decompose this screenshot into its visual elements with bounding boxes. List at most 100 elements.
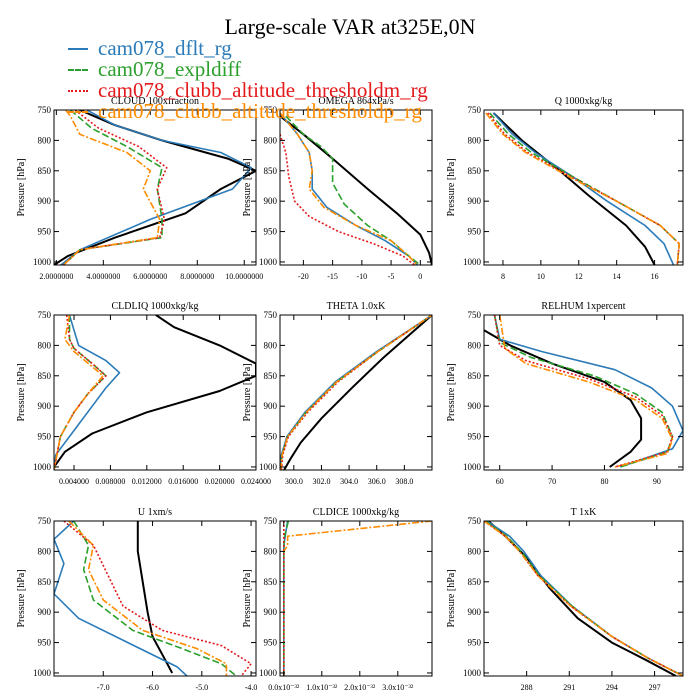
y-tick-label: 850 [468,577,482,587]
panel-series-group [485,112,681,265]
y-tick-label: 1000 [463,462,482,472]
x-tick-label: -4.0 [245,683,258,692]
series-line-cam078_dflt_rg [54,521,188,676]
y-tick-label: 800 [468,135,482,145]
panel-series-group [280,315,432,470]
y-tick-label: 800 [264,135,278,145]
y-tick-label: 900 [38,196,52,206]
y-tick-label: 800 [264,340,278,350]
y-tick-label: 750 [38,516,52,526]
series-line-cam078_clubb_altitude_thresholdp_rg [280,112,418,265]
x-tick-label: 0.012000 [132,477,162,486]
x-tick-label: 10 [537,272,545,281]
x-tick-label: 288 [521,683,533,692]
panel-title: CLDICE 1000xkg/kg [313,507,399,518]
panel-title: RELHUM 1xpercent [541,301,625,312]
x-tick-label: 1.0x10⁻³² [306,683,338,692]
x-tick-label: 70 [548,477,556,486]
series-line-obs [136,521,174,674]
panel-9: 750 800 850 900 950 1000 288 291 294 297 Pressure … [446,507,684,692]
x-tick-label: 10.0000000 [225,272,263,281]
series-line-cam078_clubb_altitude_thresholdm_rg [280,134,415,265]
series-line-cam078_dflt_rg [486,521,683,676]
series-line-cam078_clubb_altitude_thresholdp_rg [498,315,674,468]
x-tick-label: -5.0 [195,683,208,692]
panel-series-group [54,315,256,470]
series-line-cam078_clubb_altitude_thresholdm_rg [54,315,107,470]
panel-frame [483,314,684,471]
x-tick-label: 16 [651,272,659,281]
series-line-cam078_expldiff [73,521,237,676]
y-tick-label: 950 [38,638,52,648]
x-tick-label: 297 [649,683,661,692]
panel-series-group [282,521,432,676]
series-line-cam078_clubb_altitude_thresholdp_rg [280,315,432,470]
series-line-cam078_dflt_rg [60,110,253,265]
y-tick-label: 950 [468,227,482,237]
legend-label-thresholdp: cam078_clubb_altitude_thresholdp_rg [98,99,422,123]
x-tick-label: 302.0 [312,477,330,486]
y-axis-label: Pressure [hPa] [242,158,253,216]
y-tick-label: 850 [264,371,278,381]
y-tick-label: 750 [468,516,482,526]
panel-6: 750 800 850 900 950 1000 60 70 80 90 Pressure [hPa… [446,301,684,486]
legend-item-expldiff: cam078_expldiff [68,59,428,80]
y-axis-label: Pressure [hPa] [16,158,27,216]
series-line-cam078_expldiff [493,315,674,468]
x-tick-label: -7.0 [97,683,110,692]
y-tick-label: 800 [38,135,52,145]
series-line-cam078_clubb_altitude_thresholdm_rg [280,315,432,470]
y-tick-label: 850 [264,166,278,176]
x-tick-label: 0.0x10⁻³² [268,683,300,692]
panel-series-group [280,112,432,265]
y-tick-label: 800 [38,340,52,350]
x-tick-label: 90 [653,477,661,486]
x-tick-label: -20 [298,272,309,281]
series-line-cam078_dflt_rg [492,112,675,265]
series-line-obs [492,112,656,265]
panel-5: 750 800 850 900 950 1000 300.0 302.0 304.0 306.0 3… [242,301,433,486]
legend-label-expldiff: cam078_expldiff [98,57,242,81]
panel-3: 750 800 850 900 950 1000 8 10 12 14 16 Pressure [hP… [446,96,684,281]
panel-2: 750 800 850 900 950 1000 -20 -15 -10 -5 0 Pressure … [242,96,433,281]
legend-swatch-thresholdp [68,110,88,113]
panel-frame [53,314,257,471]
y-tick-label: 1000 [463,668,482,678]
x-tick-label: 294 [606,683,618,692]
y-axis-label: Pressure [hPa] [242,569,253,627]
series-line-cam078_clubb_altitude_thresholdp_rg [68,521,228,676]
x-tick-label: 4.0000000 [86,272,120,281]
x-tick-label: -10 [357,272,368,281]
panel-title: CLDLIQ 1000xkg/kg [112,301,199,312]
panel-4: 750 800 850 900 950 1000 0.004000 0.008000 0.012… [16,301,271,486]
series-line-obs [484,329,643,468]
series-line-cam078_clubb_altitude_thresholdp_rg [484,521,683,676]
series-line-cam078_clubb_altitude_thresholdp_rg [283,521,432,552]
panel-frame [279,109,433,266]
panel-frame [279,314,433,471]
x-tick-label: 6.0000000 [133,272,167,281]
y-tick-label: 900 [468,196,482,206]
legend-item-thresholdm: cam078_clubb_altitude_thresholdm_rg [68,80,428,101]
x-tick-label: 2.0000000 [39,272,73,281]
y-tick-label: 900 [468,401,482,411]
x-tick-label: 306.0 [368,477,386,486]
panel-title: CLOUD 100xfraction [111,96,199,107]
x-tick-label: 0.004000 [59,477,89,486]
y-tick-label: 900 [468,607,482,617]
y-tick-label: 800 [38,546,52,556]
series-line-obs [54,315,256,468]
series-line-cam078_clubb_altitude_thresholdm_rg [484,521,683,676]
series-line-obs [283,315,432,470]
legend-item-thresholdp: cam078_clubb_altitude_thresholdp_rg [68,101,428,122]
y-axis-label: Pressure [hPa] [242,363,253,421]
x-tick-label: -5 [388,272,395,281]
y-tick-label: 1000 [33,462,52,472]
x-tick-label: 8.0000000 [180,272,214,281]
panel-series-group [54,521,252,676]
y-tick-label: 750 [264,105,278,115]
series-line-cam078_clubb_altitude_thresholdm_rg [62,110,168,265]
panel-1: 750 800 850 900 950 1000 2.0000000 4.0000000 6.0… [16,96,263,281]
y-tick-label: 1000 [259,462,278,472]
